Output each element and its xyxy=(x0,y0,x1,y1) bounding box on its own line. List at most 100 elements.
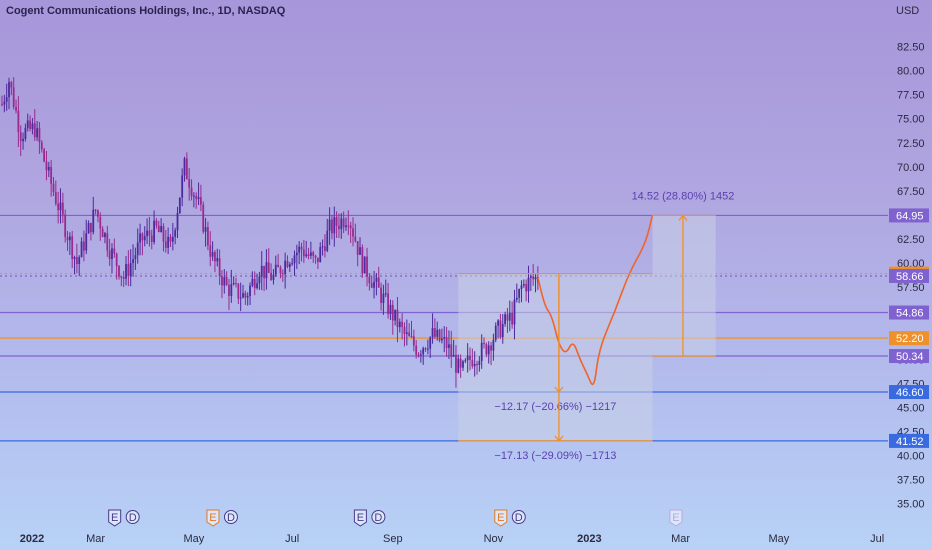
candle-body xyxy=(214,252,216,262)
candle-body xyxy=(92,209,95,233)
y-tick-label: 67.50 xyxy=(897,186,925,198)
candle-body xyxy=(436,329,439,337)
measure-label: −12.17 (−20.66%) −1217 xyxy=(494,401,616,413)
candle-body xyxy=(286,260,289,267)
candle-body xyxy=(324,246,326,251)
candle-body xyxy=(267,262,270,273)
candle-body xyxy=(281,273,284,275)
candle-body xyxy=(340,218,343,230)
x-tick-label: 2023 xyxy=(577,533,601,545)
candle-body xyxy=(494,325,497,340)
x-tick-label: 2022 xyxy=(20,533,44,545)
candle-body xyxy=(391,304,394,321)
candle-body xyxy=(265,262,268,279)
candle-body xyxy=(64,214,67,238)
candle-body xyxy=(396,309,399,328)
candle-body xyxy=(52,183,55,192)
candle-body xyxy=(218,258,221,277)
earnings-badge-shape xyxy=(494,509,508,527)
earnings-badge-shape xyxy=(669,509,683,527)
candle-body xyxy=(237,283,240,299)
candle-body xyxy=(26,120,29,128)
candle-body xyxy=(504,314,506,324)
candle-body xyxy=(335,217,338,226)
candle-body xyxy=(317,257,319,263)
candle-body xyxy=(150,235,153,243)
candle-body xyxy=(129,263,132,276)
candle-body xyxy=(441,338,443,341)
candle-body xyxy=(412,336,415,346)
x-tick-label: Jul xyxy=(285,533,299,545)
x-tick-label: Sep xyxy=(383,533,403,545)
candle-body xyxy=(302,249,305,257)
level-badge-label: 46.60 xyxy=(896,387,924,399)
candle-body xyxy=(513,299,516,325)
long-range-box xyxy=(652,215,716,357)
candle-body xyxy=(122,276,125,279)
candle-body xyxy=(230,284,233,296)
level-badge xyxy=(889,349,929,364)
candle-body xyxy=(508,312,511,321)
x-tick-label: May xyxy=(183,533,204,545)
candle-body xyxy=(157,225,160,233)
candle-body xyxy=(169,236,172,242)
candle-body xyxy=(426,348,429,350)
y-tick-label: 57.50 xyxy=(897,282,925,294)
level-badge xyxy=(889,208,929,223)
candle-body xyxy=(90,222,92,233)
candle-body xyxy=(249,285,251,296)
x-tick-label: Mar xyxy=(86,533,105,545)
candle-body xyxy=(127,264,130,276)
level-badge-label: 54.86 xyxy=(896,308,924,320)
dividend-badge-shape xyxy=(223,510,238,524)
measure-label: 14.52 (28.80%) 1452 xyxy=(632,190,735,202)
candle-body xyxy=(134,255,137,260)
dividend-icon: D xyxy=(371,510,386,524)
y-tick-label: 37.50 xyxy=(897,475,925,487)
candle-body xyxy=(244,293,247,298)
candle-body xyxy=(12,87,15,108)
badge-letter: D xyxy=(129,512,137,524)
badge-letter: E xyxy=(111,512,118,524)
candle-body xyxy=(204,227,207,232)
candle-body xyxy=(45,161,48,171)
candle-body xyxy=(319,247,322,263)
projection-layer xyxy=(537,214,654,386)
candle-body xyxy=(410,336,413,338)
candle-body xyxy=(492,339,495,351)
candle-body xyxy=(239,297,242,299)
candle-body xyxy=(181,175,184,198)
candle-body xyxy=(448,344,450,348)
dividend-badge-shape xyxy=(511,510,526,524)
y-tick-label: 80.00 xyxy=(897,66,925,78)
candle-body xyxy=(478,360,481,366)
candle-body xyxy=(464,360,467,362)
candle-body xyxy=(466,355,469,361)
candle-body xyxy=(338,225,340,230)
candle-body xyxy=(529,276,532,278)
candle-body xyxy=(288,264,291,267)
x-tick-label: Jul xyxy=(870,533,884,545)
candle-body xyxy=(253,278,256,289)
level-badge xyxy=(889,385,929,400)
candle-body xyxy=(328,219,331,231)
candle-body xyxy=(333,217,336,234)
candle-body xyxy=(38,128,41,143)
short-range-box xyxy=(458,273,653,441)
candle-body xyxy=(17,110,20,133)
candle-body xyxy=(270,272,272,280)
candle-body xyxy=(59,202,62,211)
candle-body xyxy=(68,236,71,241)
candle-body xyxy=(171,236,174,242)
candle-body xyxy=(120,276,123,278)
measurements-layer: 14.52 (28.80%) 1452 −12.17 (−20.66%) −121… xyxy=(458,190,735,462)
candle-body xyxy=(24,127,27,139)
candle-body xyxy=(85,233,88,251)
candle-body xyxy=(83,241,85,251)
y-tick-label: 72.50 xyxy=(897,138,925,150)
candle-body xyxy=(178,197,181,214)
